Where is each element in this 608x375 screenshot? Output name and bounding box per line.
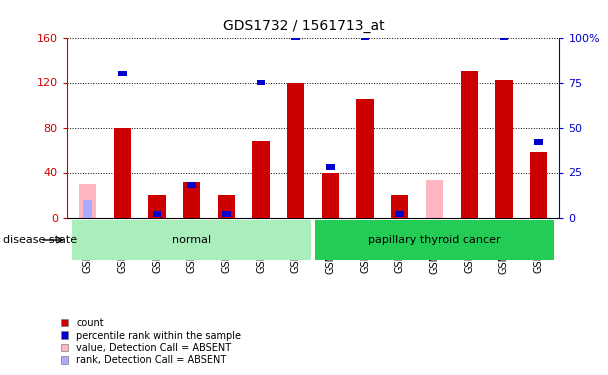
Text: papillary thyroid cancer: papillary thyroid cancer (368, 235, 501, 245)
Bar (495, 80, 513, 218)
Bar (361, 35, 370, 40)
Bar (322, 172, 339, 217)
Bar (153, 211, 161, 217)
Legend: count, percentile rank within the sample, value, Detection Call = ABSENT, rank, : count, percentile rank within the sample… (60, 317, 242, 366)
Bar (187, 182, 196, 188)
Bar (465, 16, 474, 22)
FancyBboxPatch shape (72, 220, 311, 260)
Bar (118, 70, 126, 76)
Bar (500, 35, 508, 40)
Bar (426, 180, 443, 218)
Bar (391, 195, 409, 217)
Bar (183, 182, 201, 218)
Bar (460, 71, 478, 217)
Bar (530, 152, 547, 217)
Text: GDS1732 / 1561713_at: GDS1732 / 1561713_at (223, 19, 385, 33)
Bar (148, 195, 166, 217)
Bar (395, 211, 404, 217)
Bar (356, 99, 374, 218)
Bar (534, 139, 543, 145)
Bar (287, 82, 305, 218)
Bar (222, 211, 231, 217)
Bar (83, 200, 92, 217)
Bar (326, 164, 335, 170)
Bar (218, 195, 235, 217)
Bar (252, 141, 270, 218)
Bar (114, 128, 131, 218)
FancyBboxPatch shape (315, 220, 554, 260)
Bar (257, 80, 266, 86)
Bar (79, 184, 96, 218)
Text: normal: normal (172, 235, 212, 245)
Text: disease state: disease state (3, 235, 77, 245)
Bar (291, 35, 300, 40)
